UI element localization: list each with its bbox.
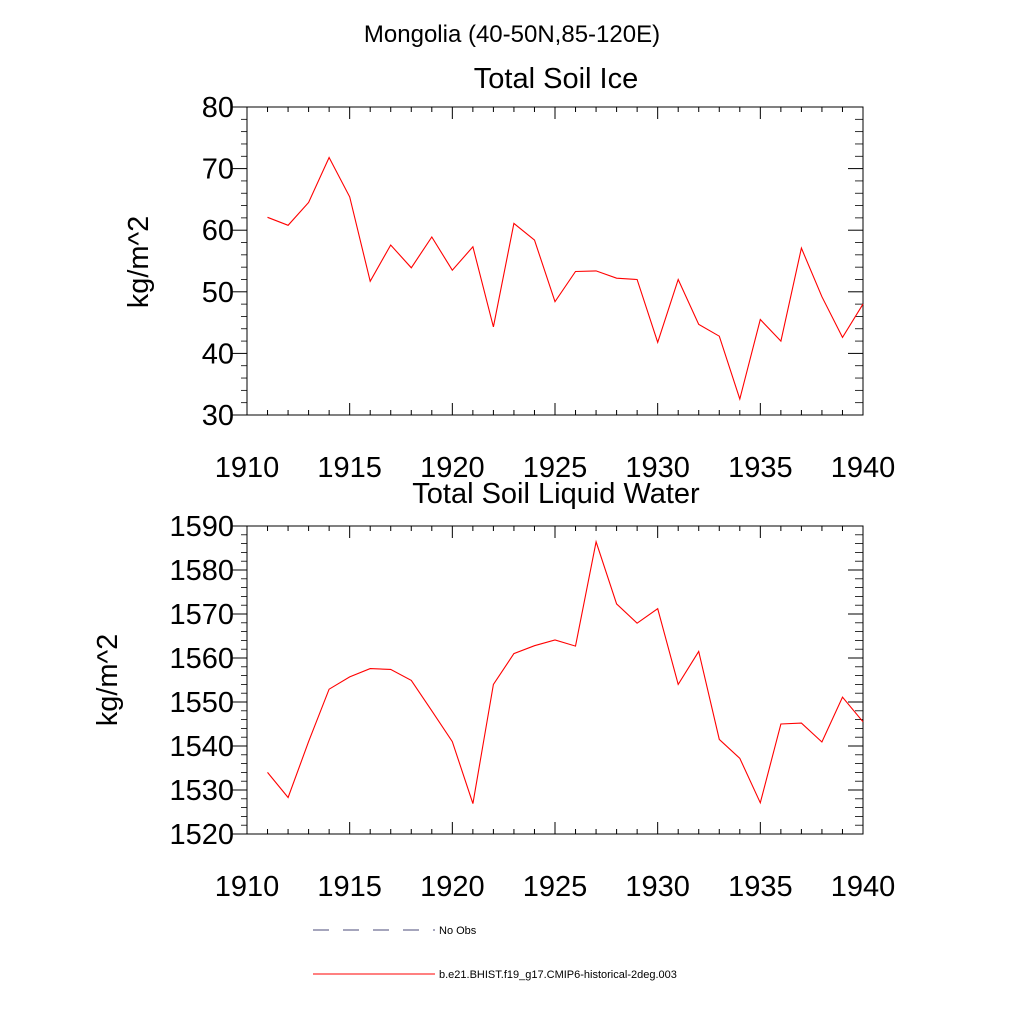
y-tick-label: 40 bbox=[202, 338, 234, 370]
series-line bbox=[267, 539, 864, 805]
x-tick-label: 1930 bbox=[625, 871, 690, 903]
plot-border bbox=[246, 106, 864, 416]
x-tick-label: 1910 bbox=[215, 871, 280, 903]
y-tick-label: 80 bbox=[202, 92, 234, 124]
y-tick-label: 1520 bbox=[169, 819, 234, 851]
x-tick-labels: 1910 1915 1920 1925 1930 1935 1940 bbox=[215, 871, 896, 903]
panel-title: Total Soil Ice bbox=[474, 63, 638, 95]
series-line bbox=[267, 156, 864, 401]
y-axis-label: kg/m^2 bbox=[92, 634, 124, 727]
x-tick-label: 1935 bbox=[728, 871, 793, 903]
figure-main-title: Mongolia (40-50N,85-120E) bbox=[364, 21, 660, 48]
panel-total-soil-liquid-water: Total Soil Liquid Water 1910 1915 1920 1925… bbox=[92, 478, 895, 903]
y-tick-label: 1590 bbox=[169, 511, 234, 543]
x-tick-label: 1910 bbox=[215, 452, 280, 484]
y-tick-label: 1550 bbox=[169, 687, 234, 719]
y-tick-label: 1580 bbox=[169, 555, 234, 587]
plot-frame bbox=[232, 106, 864, 416]
x-tick-labels: 1910 1915 1920 1925 1930 1935 1940 bbox=[215, 452, 896, 484]
y-tick-label: 70 bbox=[202, 154, 234, 186]
y-tick-label: 1540 bbox=[169, 731, 234, 763]
series-group bbox=[267, 539, 864, 805]
y-tick-label: 1530 bbox=[169, 775, 234, 807]
legend-model-label: b.e21.BHIST.f19_g17.CMIP6-historical-2de… bbox=[439, 969, 677, 981]
x-tick-label: 1940 bbox=[831, 452, 896, 484]
x-tick-label: 1915 bbox=[317, 871, 382, 903]
y-tick-label: 60 bbox=[202, 215, 234, 247]
y-tick-labels: 1520 1530 1540 1550 1560 1570 1580 1590 bbox=[169, 511, 234, 851]
panel-title: Total Soil Liquid Water bbox=[412, 478, 700, 510]
x-tick-label: 1915 bbox=[317, 452, 382, 484]
x-tick-label: 1940 bbox=[831, 871, 896, 903]
plot-border bbox=[246, 525, 864, 835]
legend: No Obs b.e21.BHIST.f19_g17.CMIP6-histori… bbox=[313, 925, 677, 981]
x-tick-label: 1930 bbox=[625, 452, 690, 484]
y-tick-label: 1560 bbox=[169, 643, 234, 675]
series-group bbox=[267, 156, 864, 401]
panel-total-soil-ice: Total Soil Ice 1910 1915 1920 1925 1930 1935 1… bbox=[123, 63, 895, 484]
legend-no-obs-label: No Obs bbox=[439, 925, 477, 937]
plot-frame bbox=[232, 525, 864, 835]
y-tick-label: 1570 bbox=[169, 599, 234, 631]
x-tick-label: 1920 bbox=[420, 452, 485, 484]
x-tick-label: 1925 bbox=[523, 871, 588, 903]
x-tick-label: 1935 bbox=[728, 452, 793, 484]
x-tick-label: 1925 bbox=[523, 452, 588, 484]
x-tick-label: 1920 bbox=[420, 871, 485, 903]
y-tick-labels: 30 40 50 60 70 80 bbox=[202, 92, 234, 432]
y-tick-label: 30 bbox=[202, 400, 234, 432]
y-tick-label: 50 bbox=[202, 277, 234, 309]
y-axis-label: kg/m^2 bbox=[123, 216, 155, 309]
